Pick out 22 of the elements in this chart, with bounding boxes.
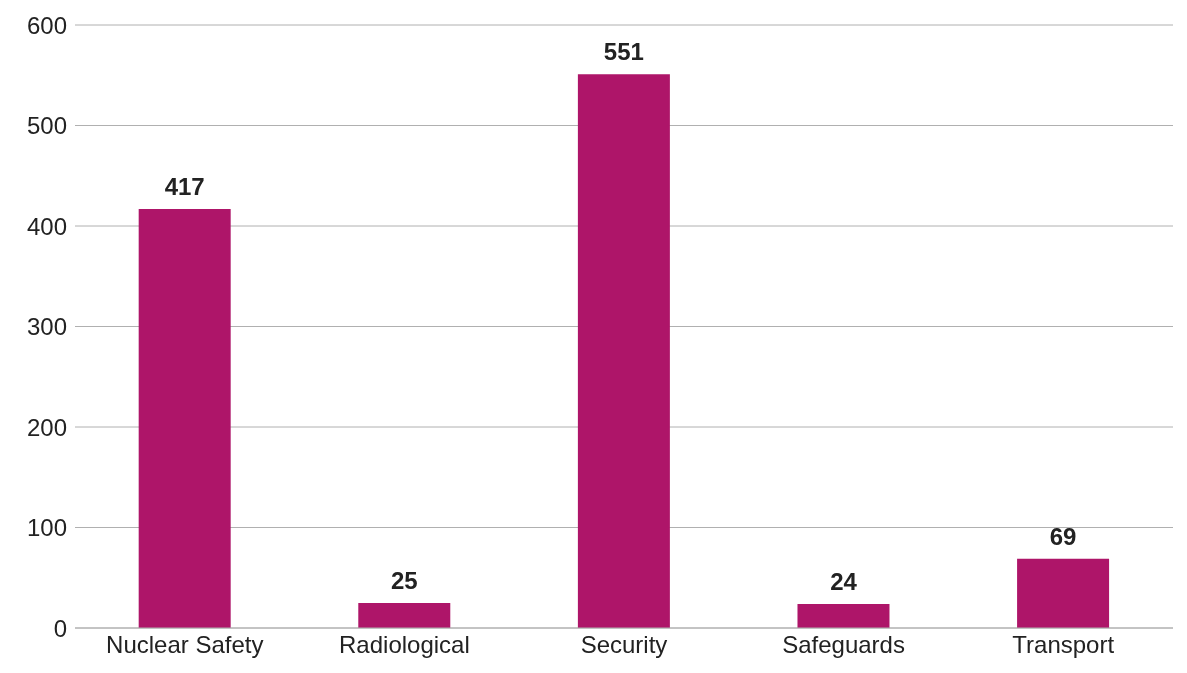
bar: [138, 208, 231, 628]
bar: [1017, 558, 1110, 628]
data-label: 25: [390, 566, 418, 594]
bar: [358, 602, 451, 628]
bar: [577, 74, 670, 628]
y-tick-label: 200: [26, 413, 67, 441]
data-label: 24: [830, 567, 858, 595]
x-tick-label: Transport: [1012, 631, 1115, 659]
y-tick-label: 500: [26, 112, 67, 140]
x-tick-label: Security: [580, 631, 668, 659]
y-tick-label: 300: [26, 313, 67, 341]
y-tick-label: 400: [26, 212, 67, 240]
y-tick-label: 600: [26, 11, 67, 39]
y-tick-label: 100: [26, 514, 67, 542]
data-label: 417: [164, 172, 205, 200]
x-tick-label: Nuclear Safety: [106, 631, 264, 659]
x-tick-label: Radiological: [339, 631, 470, 659]
x-tick-label: Safeguards: [782, 631, 905, 659]
bar: [797, 603, 890, 628]
data-label: 69: [1049, 522, 1077, 550]
data-label: 551: [603, 38, 644, 66]
y-tick-label: 0: [53, 614, 67, 642]
